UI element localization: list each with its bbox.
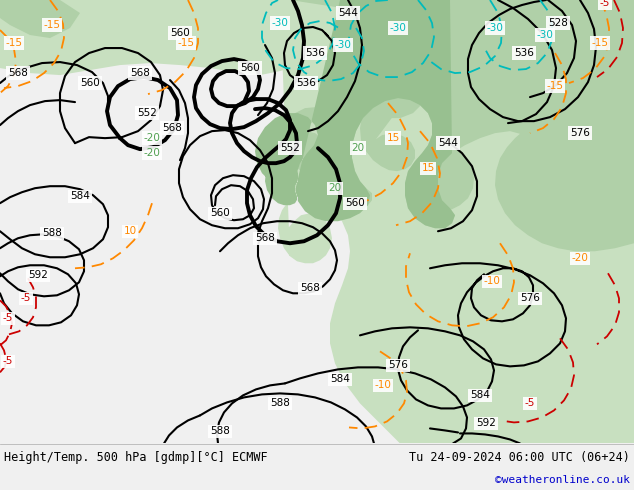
Text: 592: 592 [28,270,48,280]
Text: 560: 560 [345,198,365,208]
Text: 528: 528 [548,18,568,28]
Text: 568: 568 [162,123,182,133]
Text: 552: 552 [137,108,157,118]
Text: 20: 20 [328,183,342,193]
Text: 584: 584 [70,191,90,201]
Polygon shape [430,0,634,108]
Polygon shape [0,0,634,75]
Text: 552: 552 [280,143,300,153]
Text: -10: -10 [484,276,500,286]
Polygon shape [0,0,80,38]
Polygon shape [360,0,634,251]
Text: 584: 584 [470,391,490,400]
Text: -20: -20 [143,148,160,158]
Text: 15: 15 [386,133,399,143]
Text: -15: -15 [44,20,60,30]
Text: 536: 536 [296,78,316,88]
Polygon shape [278,0,634,443]
Text: 588: 588 [210,426,230,437]
Text: 568: 568 [255,233,275,243]
Text: -30: -30 [389,23,406,33]
Text: 10: 10 [124,226,136,236]
Text: 560: 560 [240,63,260,73]
Polygon shape [284,0,634,228]
Text: -10: -10 [375,380,391,391]
Polygon shape [290,0,445,118]
Text: 568: 568 [8,68,28,78]
Text: -5: -5 [525,398,535,408]
Text: -30: -30 [271,18,288,28]
Text: 560: 560 [210,208,230,218]
Text: -30: -30 [486,23,503,33]
Text: -5: -5 [21,294,31,303]
Text: 560: 560 [80,78,100,88]
Text: -20: -20 [143,133,160,143]
Text: 544: 544 [438,138,458,148]
Text: -15: -15 [592,38,609,48]
Text: 568: 568 [130,68,150,78]
Text: 584: 584 [330,374,350,384]
Text: ©weatheronline.co.uk: ©weatheronline.co.uk [495,475,630,485]
Text: 576: 576 [520,294,540,303]
Text: -20: -20 [572,253,588,263]
Text: 568: 568 [300,283,320,294]
Text: -5: -5 [3,356,13,367]
Text: 20: 20 [351,143,365,153]
Text: 536: 536 [514,48,534,58]
Text: 588: 588 [270,398,290,408]
Text: 576: 576 [388,360,408,370]
Polygon shape [255,0,455,228]
Text: 592: 592 [476,418,496,428]
Text: 588: 588 [42,228,62,238]
Text: -15: -15 [547,81,564,91]
Text: -15: -15 [178,38,195,48]
Text: Tu 24-09-2024 06:00 UTC (06+24): Tu 24-09-2024 06:00 UTC (06+24) [409,451,630,464]
Text: 576: 576 [570,128,590,138]
Text: 560: 560 [170,28,190,38]
Text: 15: 15 [422,163,435,173]
Text: -5: -5 [600,0,610,8]
Text: 536: 536 [305,48,325,58]
Text: -5: -5 [3,313,13,323]
Text: 544: 544 [338,8,358,18]
Text: -30: -30 [335,40,351,50]
Text: -15: -15 [6,38,22,48]
Text: Height/Temp. 500 hPa [gdmp][°C] ECMWF: Height/Temp. 500 hPa [gdmp][°C] ECMWF [4,451,268,464]
Text: -30: -30 [536,30,553,40]
